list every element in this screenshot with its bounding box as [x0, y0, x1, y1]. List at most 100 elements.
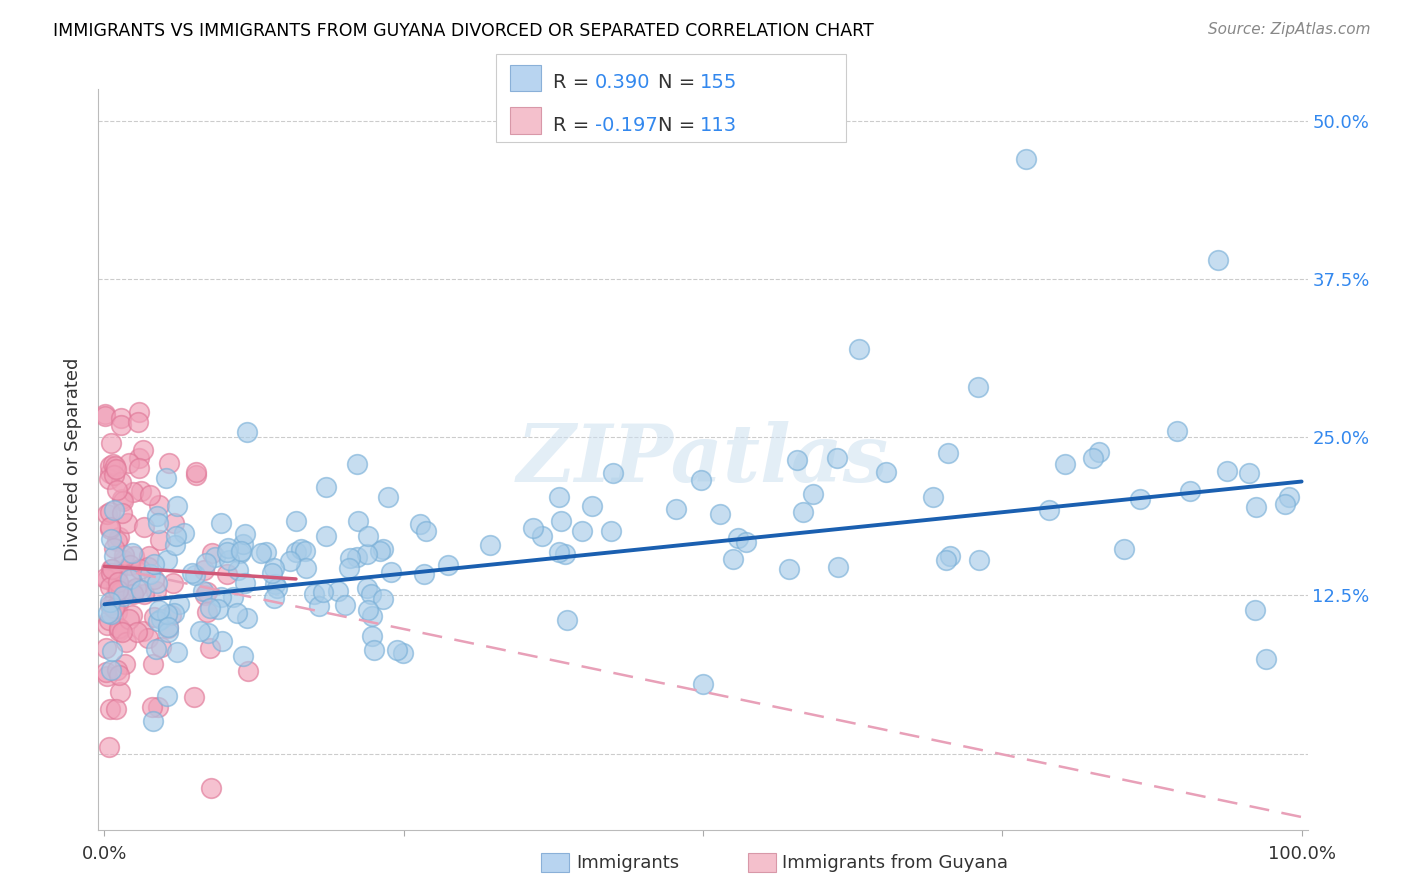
Point [284, 545, 307, 559]
Point [665, 502, 688, 516]
Point [183, 690, 205, 704]
Point [142, 557, 165, 571]
Text: IMMIGRANTS VS IMMIGRANTS FROM GUYANA DIVORCED OR SEPARATED CORRELATION CHART: IMMIGRANTS VS IMMIGRANTS FROM GUYANA DIV… [53, 22, 875, 40]
Point [101, 458, 124, 472]
Point [111, 506, 134, 520]
Point [1243, 603, 1265, 617]
Text: Immigrants from Guyana: Immigrants from Guyana [782, 854, 1008, 871]
Point [145, 641, 167, 656]
Point [132, 587, 155, 601]
Point [146, 509, 169, 524]
Point [155, 470, 177, 484]
Text: 100.0%: 100.0% [1268, 845, 1336, 863]
Point [409, 516, 432, 531]
Point [146, 699, 169, 714]
Point [357, 603, 380, 617]
Point [94, 641, 117, 656]
Point [94, 409, 117, 423]
Point [105, 605, 128, 619]
Point [166, 499, 188, 513]
Point [217, 541, 239, 555]
Point [346, 457, 368, 471]
Point [148, 498, 170, 512]
Point [118, 612, 141, 626]
Point [107, 597, 129, 611]
Point [186, 465, 208, 479]
Point [107, 533, 129, 548]
Point [848, 342, 870, 356]
Point [371, 542, 394, 557]
Point [326, 583, 349, 598]
Point [138, 549, 160, 564]
Point [108, 624, 131, 639]
Point [111, 589, 134, 603]
Point [166, 645, 188, 659]
Point [96, 572, 118, 586]
Point [198, 641, 221, 656]
Point [721, 551, 744, 566]
Point [107, 574, 129, 589]
Point [193, 563, 215, 577]
Point [363, 642, 385, 657]
Point [118, 558, 141, 572]
Point [250, 546, 273, 560]
Point [571, 524, 593, 539]
Point [121, 608, 143, 623]
Point [125, 581, 148, 595]
Point [104, 590, 127, 604]
Point [1015, 152, 1038, 166]
Point [139, 566, 162, 581]
Point [142, 657, 165, 671]
Point [105, 579, 128, 593]
Point [217, 544, 239, 558]
Point [1081, 451, 1104, 466]
Point [194, 588, 217, 602]
Point [98, 459, 121, 474]
Point [162, 576, 184, 591]
Point [312, 585, 335, 599]
Point [1088, 445, 1111, 459]
Point [368, 543, 391, 558]
Point [229, 546, 252, 560]
Point [101, 596, 124, 610]
Point [100, 436, 122, 450]
Point [98, 598, 121, 612]
Point [167, 598, 190, 612]
Point [357, 529, 380, 543]
Point [825, 450, 848, 465]
Point [200, 780, 222, 795]
Point [967, 553, 990, 567]
Point [197, 584, 219, 599]
Point [156, 553, 179, 567]
Point [103, 541, 125, 555]
Point [100, 607, 122, 622]
Point [922, 490, 945, 504]
Point [157, 456, 180, 470]
Point [875, 465, 897, 479]
Point [415, 524, 437, 539]
Point [156, 624, 179, 639]
Point [263, 560, 285, 574]
Point [339, 550, 361, 565]
Point [550, 514, 572, 528]
Point [98, 522, 121, 536]
Point [967, 379, 990, 393]
Point [129, 582, 152, 597]
Point [315, 480, 337, 494]
Point [118, 567, 141, 582]
Text: R =: R = [553, 73, 595, 93]
Point [100, 532, 122, 546]
Point [1237, 466, 1260, 480]
Point [156, 689, 179, 703]
Point [308, 599, 330, 613]
Point [183, 567, 205, 582]
Point [149, 533, 172, 547]
Point [105, 566, 128, 581]
Point [98, 505, 121, 519]
Point [136, 559, 159, 574]
Point [939, 549, 962, 563]
Point [127, 624, 149, 639]
Point [156, 607, 179, 621]
Point [97, 607, 120, 621]
Point [157, 621, 180, 635]
